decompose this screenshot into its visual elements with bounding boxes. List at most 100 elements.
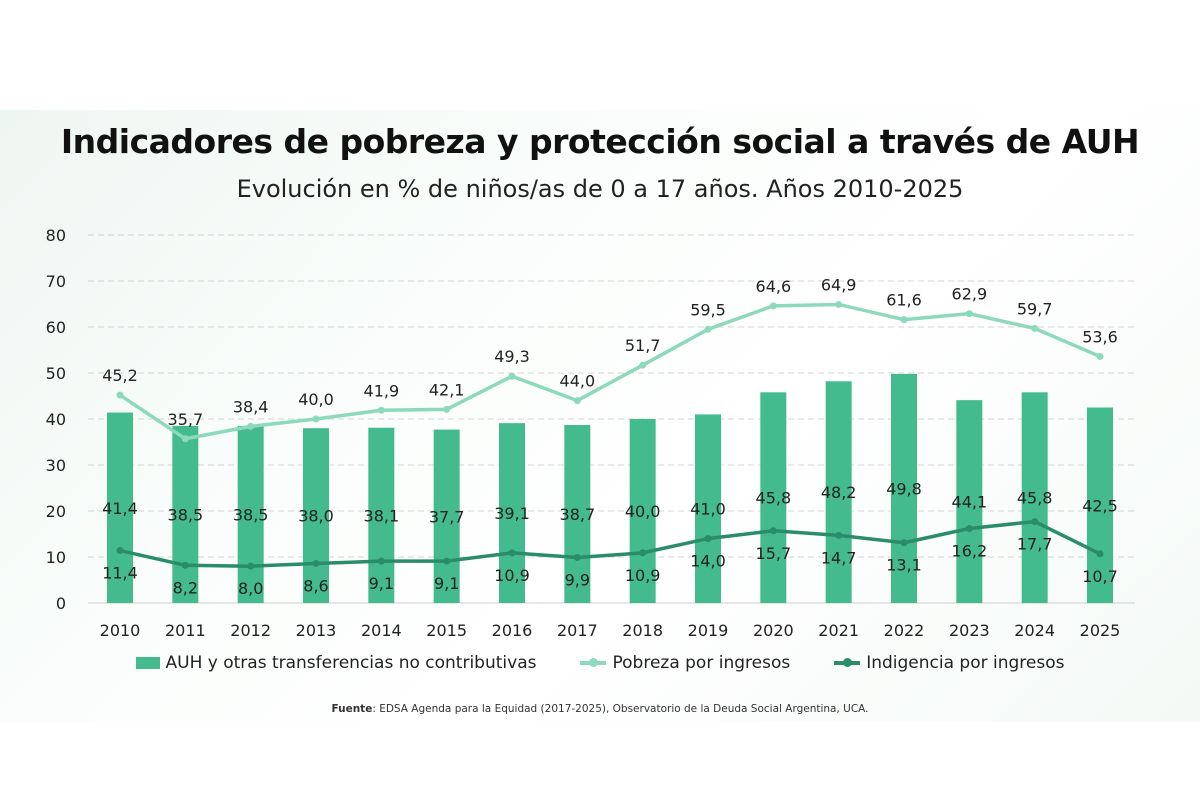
y-tick-label: 20	[46, 502, 66, 521]
x-tick-label: 2011	[165, 621, 206, 640]
bar	[237, 425, 264, 603]
bar	[172, 425, 199, 603]
line-point	[704, 325, 712, 333]
legend-swatch-line	[834, 658, 861, 667]
y-tick-label: 0	[56, 594, 66, 613]
line-data-label: 41,9	[364, 381, 400, 400]
line-data-label: 10,9	[625, 566, 661, 585]
bar	[956, 400, 983, 603]
x-tick-label: 2021	[818, 621, 859, 640]
line-point	[443, 405, 451, 413]
chart-title: Indicadores de pobreza y protección soci…	[60, 122, 1140, 161]
line-data-label: 11,4	[102, 564, 138, 583]
y-tick-label: 70	[46, 272, 66, 291]
bar-data-label: 45,8	[756, 489, 792, 508]
line-data-label: 42,1	[429, 380, 465, 399]
chart-subtitle: Evolución en % de niños/as de 0 a 17 año…	[236, 175, 964, 203]
bar	[760, 392, 787, 603]
y-tick-label: 60	[46, 318, 66, 337]
source-label: Fuente	[331, 703, 373, 715]
x-tick-label: 2018	[622, 621, 663, 640]
bar-data-label: 38,5	[233, 505, 269, 524]
y-tick-label: 40	[46, 410, 66, 429]
line-data-label: 10,9	[494, 566, 530, 585]
line-data-label: 35,7	[168, 410, 204, 429]
line-data-label: 59,5	[690, 300, 726, 319]
bar-data-label: 38,7	[560, 505, 596, 524]
x-tick-label: 2017	[557, 621, 598, 640]
source-text: : EDSA Agenda para la Equidad (2017-2025…	[372, 703, 869, 715]
bar-data-label: 45,8	[1017, 489, 1053, 508]
line-point	[900, 539, 908, 547]
line-data-label: 38,4	[233, 397, 269, 416]
bar	[825, 381, 852, 603]
chart-background	[0, 110, 1200, 722]
bar-data-label: 41,4	[102, 499, 138, 518]
bar	[564, 424, 591, 603]
line-data-label: 9,9	[565, 570, 590, 589]
line-point	[377, 406, 385, 414]
line-data-label: 8,6	[303, 576, 328, 595]
line-data-label: 17,7	[1017, 535, 1053, 554]
bar-data-label: 38,1	[364, 506, 400, 525]
line-point	[247, 422, 255, 430]
bar	[891, 373, 917, 603]
line-data-label: 16,2	[952, 541, 988, 560]
line-data-label: 64,9	[821, 275, 857, 294]
line-point	[639, 361, 647, 369]
series-line-indigencia	[119, 519, 1101, 568]
line-data-label: 9,1	[369, 574, 394, 593]
line-data-label: 14,7	[821, 548, 857, 567]
line-data-label: 64,6	[756, 277, 792, 296]
bar-data-label: 49,8	[886, 479, 922, 498]
line-point	[965, 310, 973, 318]
bar	[499, 423, 525, 603]
x-tick-label: 2019	[688, 621, 729, 640]
bar-data-label: 39,1	[494, 504, 530, 523]
line-data-label: 8,0	[238, 579, 263, 598]
line-data-label: 9,1	[434, 574, 459, 593]
line-data-label: 8,2	[173, 578, 198, 597]
line-data-label: 61,6	[886, 291, 922, 310]
bar	[433, 429, 460, 603]
bar	[1087, 407, 1113, 603]
source-note: Fuente: EDSA Agenda para la Equidad (201…	[0, 703, 1200, 715]
bar	[629, 419, 656, 603]
y-tick-label: 30	[46, 456, 66, 475]
bar-data-label: 48,2	[821, 483, 857, 502]
x-tick-label: 2023	[949, 621, 990, 640]
line-point	[312, 415, 320, 423]
line-point	[443, 557, 451, 565]
line-data-label: 14,0	[690, 552, 726, 571]
legend-item-pobreza: Pobreza por ingresos	[580, 653, 790, 673]
line-point	[116, 547, 124, 555]
legend-item-auh: AUH y otras transferencias no contributi…	[135, 653, 536, 673]
bar-data-label: 37,7	[429, 507, 465, 526]
legend: AUH y otras transferencias no contributi…	[0, 653, 1200, 673]
line-data-label: 45,2	[102, 366, 138, 385]
x-tick-label: 2020	[753, 621, 794, 640]
line-point	[1031, 518, 1039, 526]
line-point	[965, 524, 973, 532]
line-data-label: 40,0	[298, 390, 334, 409]
line-point	[769, 527, 777, 535]
line-point	[900, 316, 908, 324]
x-tick-label: 2012	[230, 621, 271, 640]
line-data-label: 49,3	[494, 347, 530, 366]
x-tick-label: 2022	[884, 621, 925, 640]
line-point	[181, 561, 189, 569]
x-tick-label: 2016	[492, 621, 533, 640]
legend-label: Pobreza por ingresos	[612, 653, 791, 673]
bar	[695, 414, 721, 603]
line-data-label: 13,1	[886, 556, 922, 575]
bar	[1021, 392, 1048, 603]
x-tick-label: 2015	[426, 621, 467, 640]
x-tick-label: 2010	[100, 621, 141, 640]
x-tick-label: 2014	[361, 621, 402, 640]
x-tick-label: 2025	[1080, 621, 1121, 640]
bar-data-label: 42,5	[1082, 496, 1118, 515]
line-data-label: 10,7	[1082, 567, 1118, 586]
y-tick-label: 50	[46, 364, 66, 383]
bar-data-label: 44,1	[952, 493, 988, 512]
line-point	[835, 300, 843, 308]
